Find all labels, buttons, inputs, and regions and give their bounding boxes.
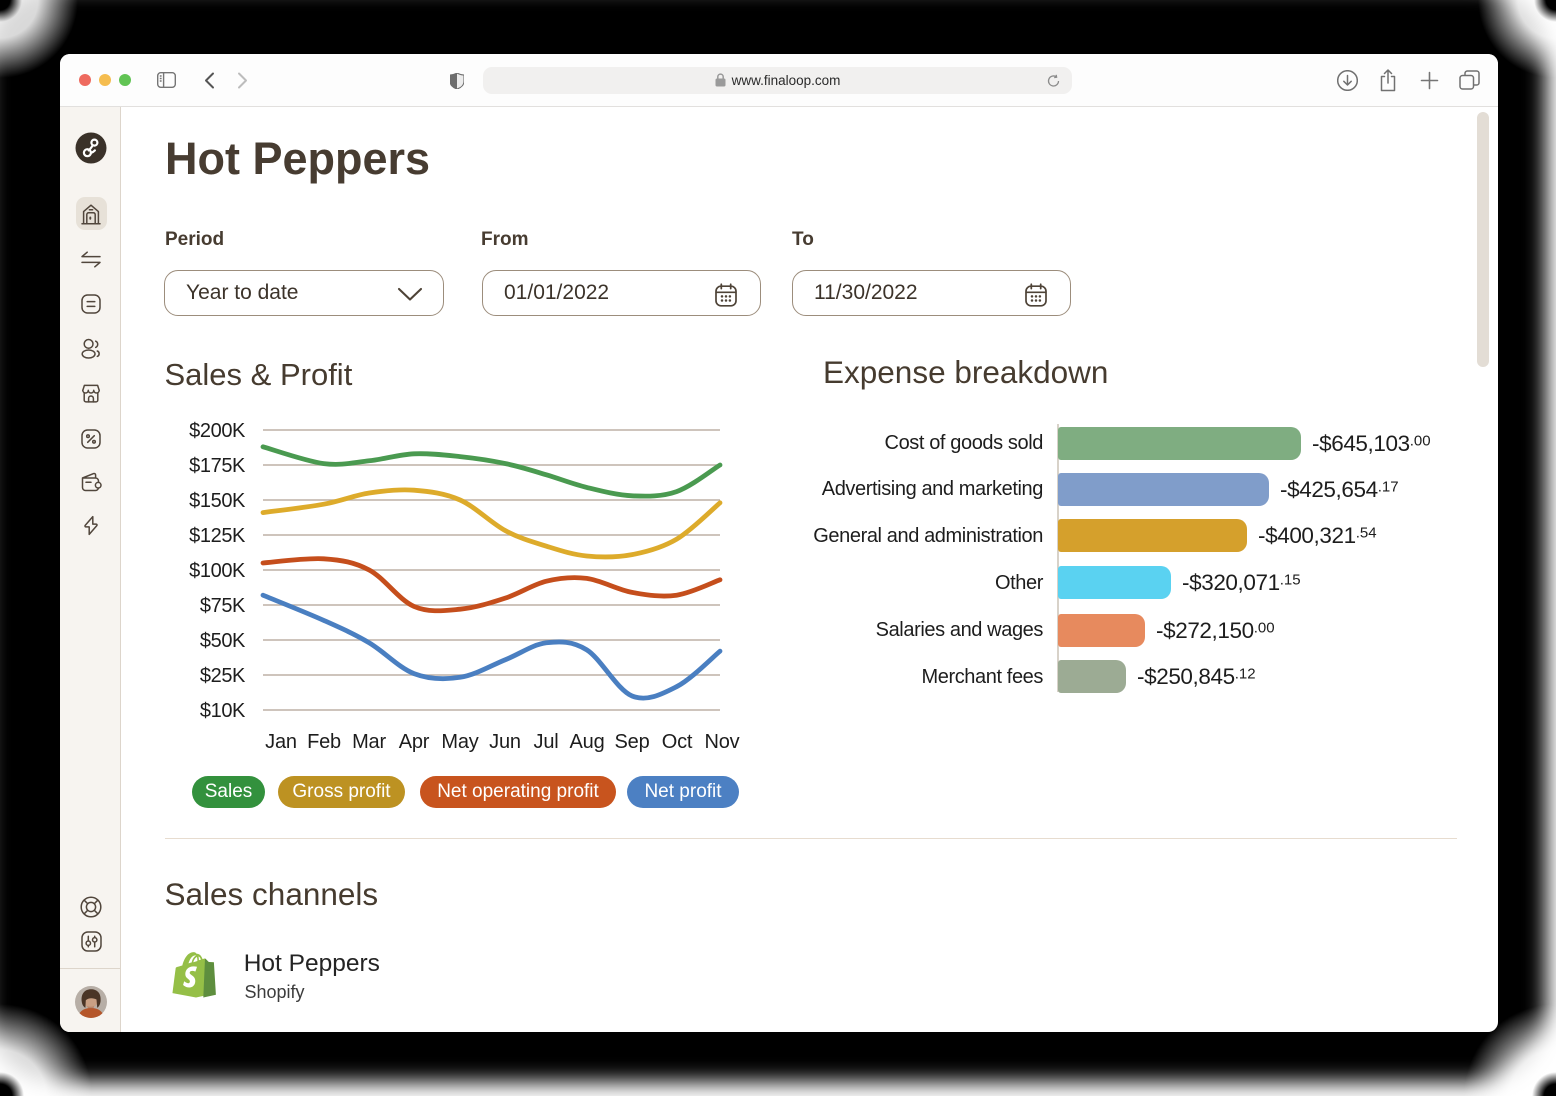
svg-text:$50K: $50K	[200, 630, 246, 652]
svg-text:$25K: $25K	[200, 665, 246, 687]
svg-text:Oct: Oct	[662, 731, 693, 753]
svg-text:Feb: Feb	[307, 731, 341, 753]
svg-text:$175K: $175K	[189, 455, 246, 477]
svg-text:$200K: $200K	[189, 420, 246, 442]
svg-text:Jul: Jul	[534, 731, 559, 753]
svg-text:$150K: $150K	[189, 490, 246, 512]
svg-text:May: May	[441, 731, 478, 753]
svg-text:Aug: Aug	[570, 731, 605, 753]
svg-text:Jun: Jun	[489, 731, 521, 753]
svg-text:Sep: Sep	[615, 731, 650, 753]
svg-text:Apr: Apr	[399, 731, 430, 753]
svg-text:Jan: Jan	[265, 731, 297, 753]
svg-text:$125K: $125K	[189, 525, 246, 547]
svg-text:Mar: Mar	[352, 731, 386, 753]
svg-text:Nov: Nov	[705, 731, 740, 753]
svg-text:$75K: $75K	[200, 595, 246, 617]
svg-text:$10K: $10K	[200, 700, 246, 722]
svg-text:$100K: $100K	[189, 560, 246, 582]
